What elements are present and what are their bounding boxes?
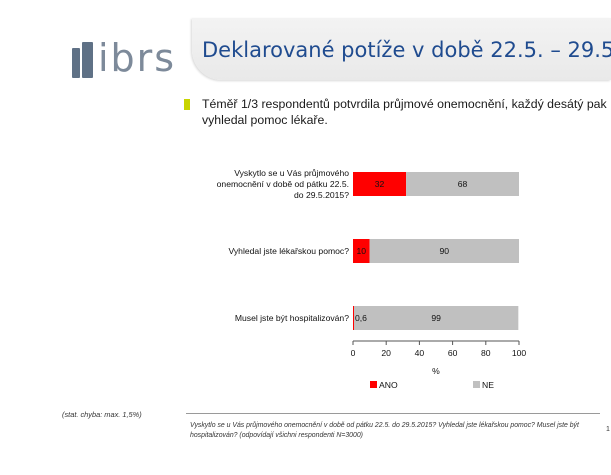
x-axis-label: % bbox=[432, 366, 440, 376]
bar-ne bbox=[369, 239, 519, 263]
bar-ne bbox=[406, 172, 519, 196]
category-label-line: Vyskytlo se u Vás průjmového bbox=[234, 167, 349, 178]
category-label: Vyhledal jste lékařskou pomoc? bbox=[228, 246, 349, 257]
category-label-line: do 29.5.2015? bbox=[294, 189, 349, 200]
legend-label-ne: NE bbox=[482, 380, 494, 390]
footer-source: Vyskytlo se u Vás průjmového onemocnění … bbox=[190, 422, 579, 439]
x-tick-label: 20 bbox=[381, 348, 391, 358]
legend-label-ano: ANO bbox=[379, 380, 398, 390]
x-tick-label: 100 bbox=[512, 348, 527, 358]
data-label: 32 bbox=[375, 179, 385, 189]
ibrs-logo: ibrs bbox=[72, 36, 174, 80]
subtitle: Téměř 1/3 respondentů potvrdila průjmové… bbox=[202, 97, 607, 127]
category-label-line: onemocnění v době od pátku 22.5. bbox=[216, 178, 349, 189]
page-number: 1 bbox=[606, 426, 610, 433]
bar-ano bbox=[353, 172, 407, 196]
category-label: Musel jste být hospitalizován? bbox=[235, 313, 349, 324]
x-tick-label: 80 bbox=[481, 348, 491, 358]
logo-text: ibrs bbox=[98, 36, 177, 80]
title-banner: Deklarované potíže v době 22.5. – 29.5. bbox=[192, 18, 611, 80]
data-label: 10 bbox=[357, 246, 367, 256]
bar-ano bbox=[353, 239, 370, 263]
category-label-line: Vyhledal jste lékařskou pomoc? bbox=[228, 245, 349, 256]
stat-error-note: (stat. chyba: max. 1,5%) bbox=[62, 410, 142, 419]
legend-swatch-ano bbox=[370, 381, 377, 388]
x-tick-label: 0 bbox=[351, 348, 356, 358]
bullet-marker bbox=[184, 99, 190, 110]
x-tick-label: 40 bbox=[415, 348, 425, 358]
category-label: Vyskytlo se u Vás průjmového onemocnění v… bbox=[217, 168, 349, 201]
bar-ne bbox=[353, 306, 519, 330]
footer-divider bbox=[186, 413, 600, 414]
page-title: Deklarované potíže v době 22.5. – 29.5. bbox=[202, 38, 611, 62]
data-label: 90 bbox=[440, 246, 450, 256]
data-label: 99 bbox=[431, 313, 441, 323]
data-label: 68 bbox=[458, 179, 468, 189]
bar-ano bbox=[353, 306, 354, 330]
category-label-line: Musel jste být hospitalizován? bbox=[234, 312, 349, 323]
legend-swatch-ne bbox=[473, 381, 480, 388]
data-label: 0,6 bbox=[355, 313, 367, 323]
x-tick-label: 60 bbox=[448, 348, 458, 358]
